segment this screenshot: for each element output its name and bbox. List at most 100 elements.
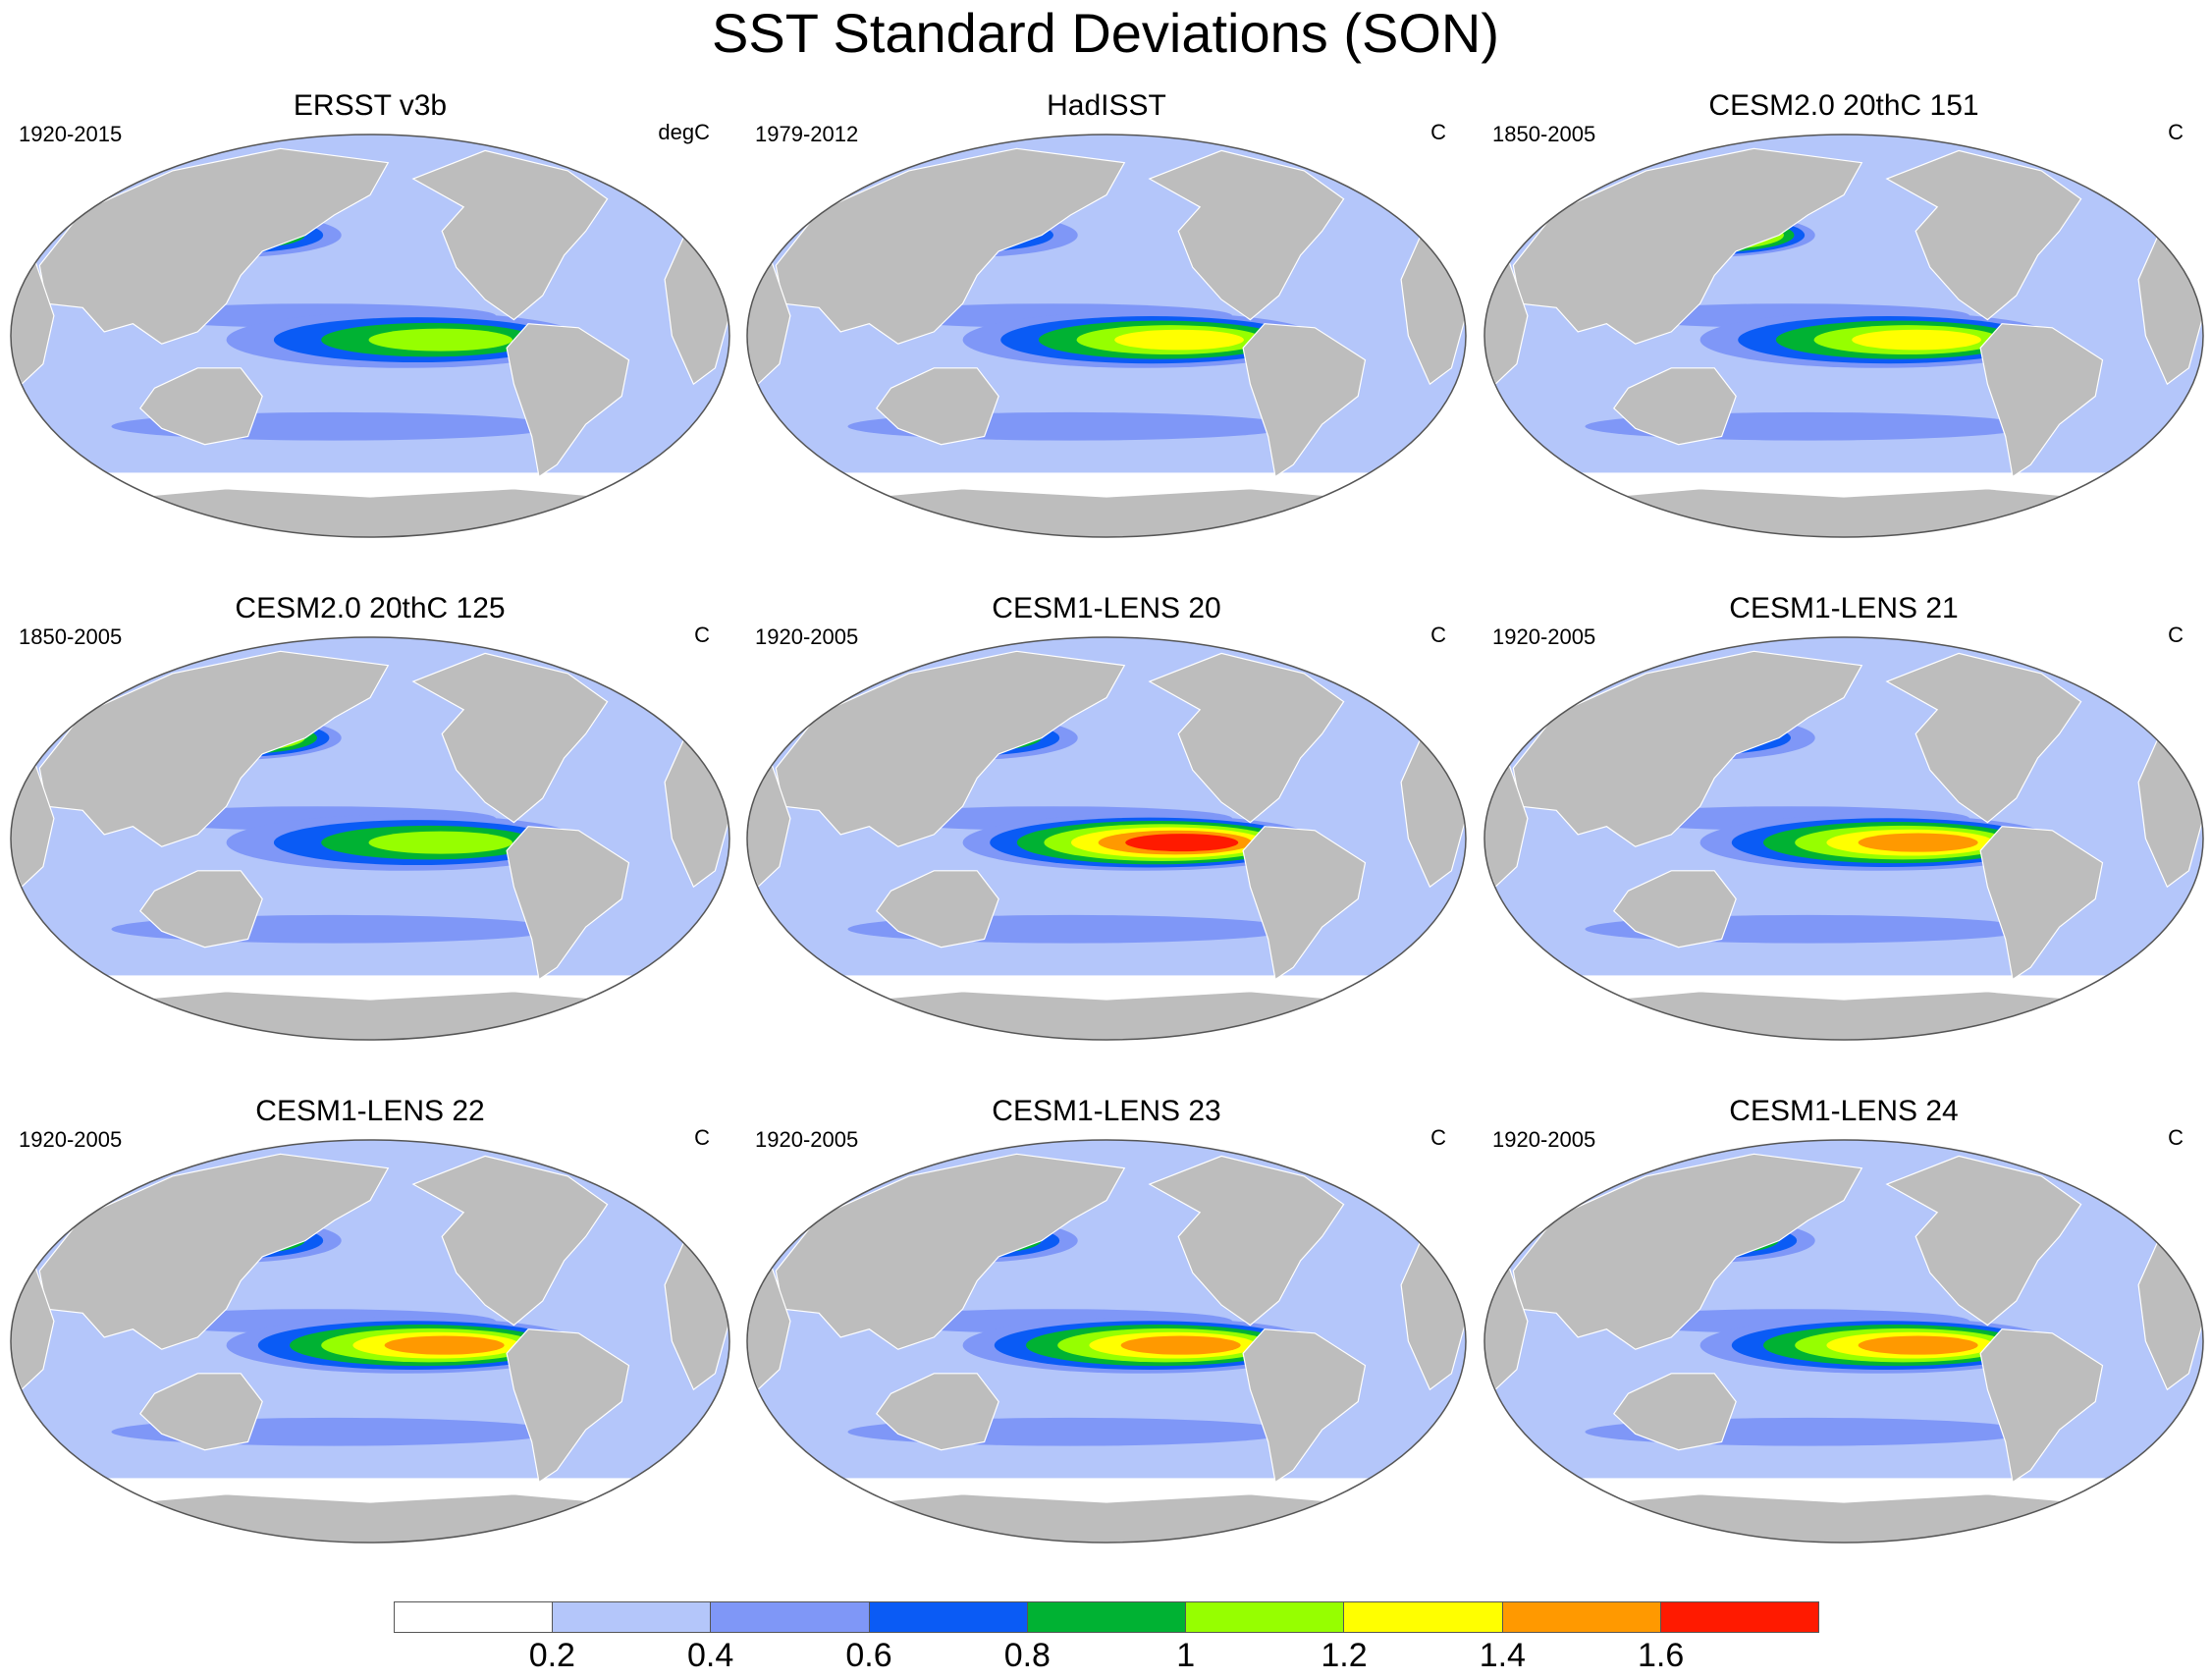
land-australia xyxy=(1613,367,1737,446)
colorbar-box-1 xyxy=(553,1602,712,1632)
panel-period: 1920-2015 xyxy=(19,122,123,146)
land-africaWest xyxy=(747,1268,791,1391)
map-panel: ERSST v3b 1920-2015 degC xyxy=(7,88,733,599)
land-greenland xyxy=(606,1147,659,1194)
map-outline xyxy=(746,636,1467,1041)
enso-contour-8 xyxy=(1125,834,1239,852)
panel-units: C xyxy=(694,623,710,647)
land-africaWest xyxy=(747,262,791,386)
map-plot xyxy=(10,636,730,1041)
land-africaWest xyxy=(11,262,55,386)
map-outline xyxy=(10,1139,730,1544)
land-australia xyxy=(139,870,263,948)
land-southAmerica xyxy=(506,826,630,981)
land-africaWest xyxy=(11,765,55,889)
colorbar-box-7 xyxy=(1502,1602,1661,1632)
land-asia xyxy=(1512,650,1863,847)
map-panel: CESM1-LENS 20 1920-2005 C xyxy=(743,591,1470,1102)
enso-contour-7 xyxy=(1858,833,1978,852)
colorbar-box-4 xyxy=(1027,1602,1187,1632)
map-plot xyxy=(746,134,1467,538)
land-greenland xyxy=(1342,141,1395,189)
land-northAmerica xyxy=(1885,149,2082,321)
panel-units: C xyxy=(2168,120,2184,144)
map-plot xyxy=(1483,1139,2204,1544)
land-africaWest xyxy=(747,765,791,889)
land-greenland xyxy=(606,644,659,691)
map-outline xyxy=(746,134,1467,538)
enso-contour-5 xyxy=(368,328,512,352)
panel-units: C xyxy=(2168,623,2184,647)
land-africaWest xyxy=(1484,262,1529,386)
colorbar-box-2 xyxy=(711,1602,870,1632)
panel-period: 1920-2005 xyxy=(1492,1127,1596,1152)
colorbar-box-0 xyxy=(395,1602,554,1632)
colorbar xyxy=(394,1601,1819,1633)
land-greenland xyxy=(1342,1147,1395,1194)
land-asia xyxy=(1512,147,1863,345)
colorbar-tick-label: 1 xyxy=(1176,1637,1196,1674)
panel-title: CESM2.0 20thC 151 xyxy=(1708,89,1979,122)
land-northAmerica xyxy=(411,1155,609,1327)
colorbar-tick-label: 0.2 xyxy=(528,1637,575,1674)
enso-contour-7 xyxy=(1858,1335,1978,1355)
land-greenland xyxy=(2079,644,2132,691)
map-outline xyxy=(746,1139,1467,1544)
land-northAmerica xyxy=(1148,652,1345,824)
colorbar-tick-label: 1.2 xyxy=(1321,1637,1368,1674)
panel-period: 1920-2005 xyxy=(1492,624,1596,649)
land-africaWest xyxy=(11,1268,55,1391)
colorbar-box-8 xyxy=(1660,1602,1818,1632)
land-northAmerica xyxy=(1148,1155,1345,1327)
map-plot xyxy=(10,1139,730,1544)
colorbar-labels: 0.2 0.4 0.6 0.8 1 1.2 1.4 1.6 xyxy=(394,1636,1819,1675)
colorbar-box-3 xyxy=(869,1602,1028,1632)
map-plot xyxy=(746,636,1467,1041)
panel-title: CESM1-LENS 22 xyxy=(255,1095,485,1127)
map-panel: CESM1-LENS 23 1920-2005 C xyxy=(743,1094,1470,1604)
land-asia xyxy=(1512,1153,1863,1350)
enso-contour-7 xyxy=(384,1335,505,1355)
panel-period: 1920-2005 xyxy=(755,624,859,649)
panel-units: C xyxy=(1430,623,1446,647)
panel-units: C xyxy=(2168,1125,2184,1150)
land-northAmerica xyxy=(1885,1155,2082,1327)
land-asia xyxy=(775,147,1126,345)
map-panel: CESM2.0 20thC 125 1850-2005 C xyxy=(7,591,733,1102)
land-australia xyxy=(1613,870,1737,948)
colorbar-box-6 xyxy=(1344,1602,1503,1632)
land-australia xyxy=(876,870,999,948)
land-southAmerica xyxy=(1979,323,2104,478)
land-northAmerica xyxy=(1885,652,2082,824)
land-southAmerica xyxy=(1242,826,1367,981)
enso-contour-5 xyxy=(368,831,512,854)
land-australia xyxy=(1613,1373,1737,1451)
land-greenland xyxy=(606,141,659,189)
map-panel: CESM2.0 20thC 151 1850-2005 C xyxy=(1481,88,2207,599)
colorbar-box-5 xyxy=(1186,1602,1345,1632)
land-australia xyxy=(139,1373,263,1451)
enso-contour-7 xyxy=(1120,1335,1241,1355)
panel-period: 1920-2005 xyxy=(19,1127,123,1152)
map-panel: CESM1-LENS 24 1920-2005 C xyxy=(1481,1094,2207,1604)
panel-title: ERSST v3b xyxy=(293,89,448,122)
land-northAmerica xyxy=(411,652,609,824)
panel-units: C xyxy=(1430,120,1446,144)
map-plot xyxy=(10,134,730,538)
land-australia xyxy=(876,367,999,446)
map-panel: HadISST 1979-2012 C xyxy=(743,88,1470,599)
colorbar-tick-label: 1.4 xyxy=(1479,1637,1526,1674)
land-africaWest xyxy=(1484,1268,1529,1391)
land-australia xyxy=(139,367,263,446)
panel-title: CESM1-LENS 24 xyxy=(1729,1095,1959,1127)
land-greenland xyxy=(2079,1147,2132,1194)
panel-title: CESM2.0 20thC 125 xyxy=(235,592,506,624)
land-greenland xyxy=(1342,644,1395,691)
land-northAmerica xyxy=(411,149,609,321)
land-australia xyxy=(876,1373,999,1451)
land-asia xyxy=(38,1153,390,1350)
map-plot xyxy=(746,1139,1467,1544)
panel-title: CESM1-LENS 20 xyxy=(992,592,1221,624)
land-southAmerica xyxy=(506,1328,630,1484)
land-asia xyxy=(38,650,390,847)
